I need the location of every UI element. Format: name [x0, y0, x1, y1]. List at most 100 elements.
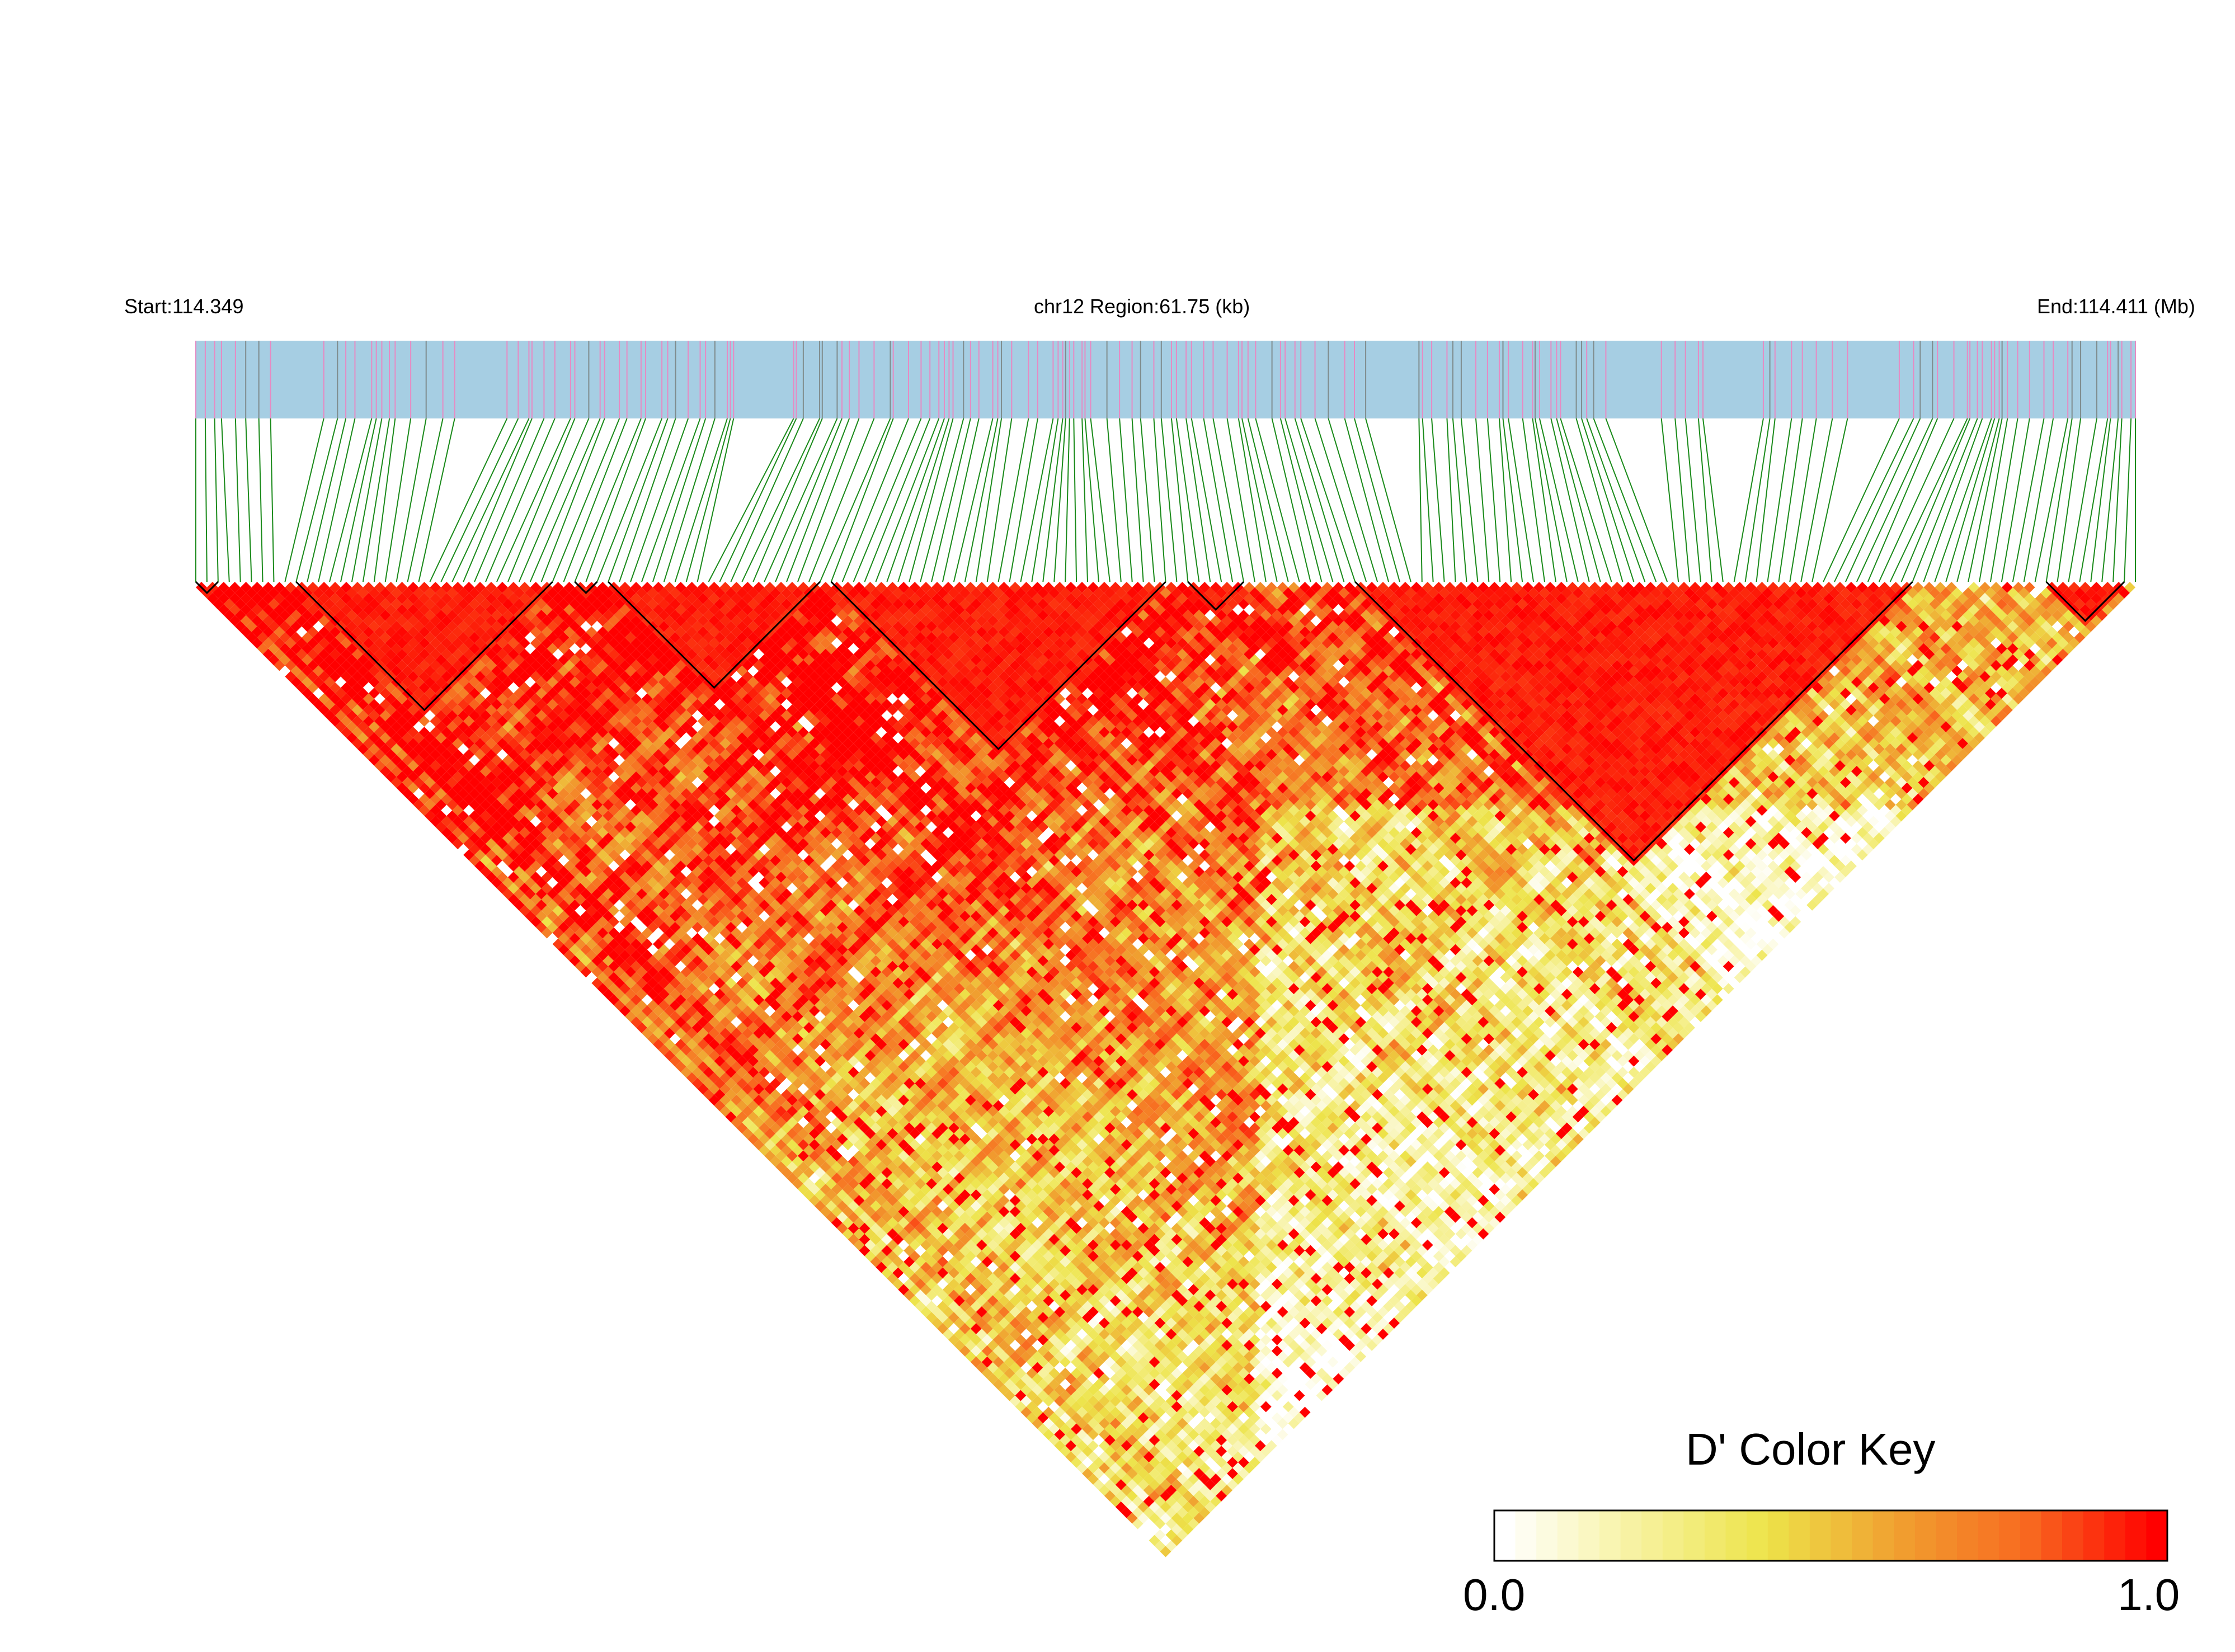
- ld-cell: [931, 1239, 943, 1251]
- ld-cell: [964, 1284, 976, 1296]
- ld-cell: [853, 1150, 865, 1162]
- ld-cell: [1088, 1429, 1099, 1441]
- ld-cell: [831, 1161, 843, 1173]
- ld-cell: [1048, 1401, 1060, 1413]
- ld-cell: [1082, 1434, 1093, 1446]
- ld-cell: [915, 1245, 926, 1256]
- ld-cell: [279, 665, 291, 677]
- snp-connector: [485, 418, 556, 582]
- ld-cell: [881, 1222, 893, 1234]
- ld-cell: [948, 1245, 959, 1256]
- ld-cell: [976, 1262, 987, 1273]
- snp-connector: [2034, 418, 2069, 582]
- ld-cell: [1160, 1468, 1171, 1479]
- ld-cell: [775, 1161, 787, 1173]
- snp-connector: [407, 418, 444, 582]
- ld-cell: [1104, 1412, 1116, 1424]
- ld-cell: [864, 1150, 876, 1162]
- ld-cell: [1015, 1367, 1027, 1379]
- snp-connector: [463, 418, 533, 582]
- ld-cell: [368, 710, 380, 722]
- ld-cell: [1137, 1468, 1149, 1479]
- snp-connector: [1475, 418, 1490, 582]
- ld-cell: [881, 1245, 893, 1256]
- ld-cell: [1054, 1384, 1066, 1396]
- ld-cell: [859, 1189, 871, 1201]
- ld-cell: [1026, 1378, 1038, 1390]
- snp-connector: [1119, 418, 1133, 582]
- ld-cell: [931, 1295, 943, 1307]
- ld-cell: [1009, 1384, 1021, 1396]
- ld-cell: [937, 1312, 948, 1324]
- ld-cell: [953, 1262, 965, 1273]
- ld-cell: [792, 1100, 803, 1112]
- snp-connector: [886, 418, 945, 582]
- ld-cell: [1177, 1507, 1188, 1518]
- ld-cell: [870, 1178, 882, 1189]
- ld-cell: [859, 1211, 871, 1223]
- ld-cell: [1132, 1518, 1144, 1529]
- snp-connector: [440, 418, 519, 582]
- ld-cell: [820, 1183, 831, 1195]
- ld-cell: [931, 1217, 943, 1229]
- ld-cell: [1160, 1512, 1171, 1524]
- ld-cell: [1032, 1406, 1043, 1418]
- ld-cell: [909, 1217, 921, 1229]
- snp-connector: [270, 418, 275, 582]
- snp-connector: [245, 418, 252, 582]
- ld-cell: [920, 1217, 932, 1229]
- ld-cell: [1143, 1474, 1155, 1485]
- snp-connector: [1502, 418, 1523, 582]
- snp-connector: [318, 418, 356, 582]
- snp-connector: [284, 418, 324, 582]
- ld-cell: [1015, 1312, 1027, 1324]
- snp-connector: [1660, 418, 1679, 582]
- snp-connector: [841, 418, 909, 582]
- ld-cell: [1082, 1412, 1093, 1424]
- ld-cell: [1004, 1345, 1015, 1357]
- ld-cell: [1109, 1429, 1121, 1441]
- ld-cell: [976, 1362, 987, 1373]
- ld-cell: [1076, 1440, 1088, 1452]
- ld-cell: [808, 1173, 820, 1184]
- ld-cell: [368, 732, 380, 743]
- ld-cell: [1071, 1412, 1083, 1424]
- ld-cell: [1137, 1523, 1149, 1535]
- ld-cell: [1188, 1507, 1199, 1518]
- ld-cell: [915, 1278, 926, 1290]
- snp-connector: [1934, 418, 1992, 582]
- ld-cell: [926, 1278, 938, 1290]
- ld-cell: [1060, 1378, 1071, 1390]
- ld-heatmap-cells: [196, 582, 2135, 1557]
- ld-cell: [1115, 1423, 1127, 1435]
- snp-connector: [585, 418, 646, 582]
- ld-cell: [218, 604, 229, 615]
- ld-cell: [1149, 1446, 1160, 1457]
- ld-cell: [1115, 1468, 1127, 1479]
- ld-cell: [1015, 1378, 1027, 1390]
- ld-cell: [1037, 1345, 1049, 1357]
- ld-cell: [1026, 1367, 1038, 1379]
- ld-cell: [959, 1256, 971, 1268]
- ld-cell: [987, 1350, 999, 1362]
- ld-cell: [1109, 1462, 1121, 1474]
- ld-cell: [1076, 1373, 1088, 1385]
- ld-cell: [1071, 1367, 1083, 1379]
- snp-connector: [1460, 418, 1479, 582]
- ld-cell: [1088, 1384, 1099, 1396]
- ld-cell: [1121, 1484, 1132, 1496]
- ld-cell: [1048, 1423, 1060, 1435]
- ld-cell: [563, 916, 575, 928]
- snp-connector: [1365, 418, 1411, 582]
- ld-cell: [1165, 1484, 1177, 1496]
- snp-connector: [1811, 418, 1848, 582]
- ld-cell: [1093, 1412, 1104, 1424]
- ld-cell: [909, 1228, 921, 1240]
- ld-cell: [876, 1173, 887, 1184]
- ld-cell: [792, 1167, 803, 1179]
- snp-connector: [897, 418, 950, 582]
- ld-cell: [892, 1200, 904, 1212]
- snp-connector: [1160, 418, 1178, 582]
- ld-cell: [942, 1228, 954, 1240]
- snp-connector: [1344, 418, 1389, 582]
